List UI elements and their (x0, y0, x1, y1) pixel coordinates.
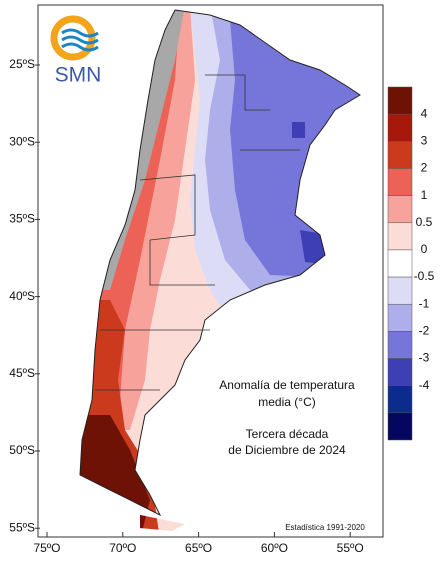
lon-label: 60ºO (261, 541, 288, 555)
legend-label: -2 (419, 324, 430, 338)
annotation-line: media (°C) (258, 395, 315, 409)
annotation-line: Anomalía de temperatura (219, 378, 355, 392)
lat-label: 30ºS (9, 134, 35, 148)
legend-swatch (387, 195, 413, 224)
lat-label: 40ºS (9, 289, 35, 303)
lat-label: 55ºS (9, 520, 35, 534)
legend-swatch (387, 86, 413, 115)
legend-label: 4 (421, 106, 428, 120)
lat-label: 25ºS (9, 57, 35, 71)
annotation-line: de Diciembre de 2024 (228, 443, 346, 457)
lon-label: 70ºO (109, 541, 136, 555)
legend-label: 0.5 (416, 215, 433, 229)
lon-label: 75ºO (33, 541, 60, 555)
lat-label: 35ºS (9, 212, 35, 226)
legend-swatch (387, 331, 413, 359)
legend-label: -3 (419, 351, 430, 365)
legend-swatch (387, 385, 413, 414)
legend-swatch (387, 141, 413, 169)
legend-label: -1 (419, 296, 430, 310)
annotation-line: Tercera década (246, 427, 329, 441)
smn-logo: SMN (50, 15, 102, 87)
legend-label: 2 (421, 161, 428, 175)
legend-swatch (387, 412, 413, 441)
legend-swatch (387, 276, 413, 305)
legend-label: 0 (421, 242, 428, 256)
legend-label: -4 (419, 378, 430, 392)
province-borders (95, 74, 300, 391)
legend-label: 3 (421, 133, 428, 147)
legend-swatch (387, 222, 413, 251)
country-outline (79, 9, 361, 517)
legend-swatch (387, 168, 413, 196)
lat-label: 45ºS (9, 366, 35, 380)
lon-label: 55ºO (337, 541, 364, 555)
annotation: Anomalía de temperatura media (°C) Terce… (219, 378, 355, 457)
legend-label: 1 (421, 188, 428, 202)
legend-swatch (387, 358, 413, 386)
legend-swatch (387, 249, 413, 278)
legend-swatch (387, 113, 413, 142)
legend-swatch (387, 303, 413, 332)
logo-text: SMN (55, 64, 102, 87)
lon-label: 65ºO (185, 541, 212, 555)
lat-label: 50ºS (9, 443, 35, 457)
footer-note: Estadística 1991-2020 (285, 523, 365, 532)
legend-label: -0.5 (414, 269, 435, 283)
